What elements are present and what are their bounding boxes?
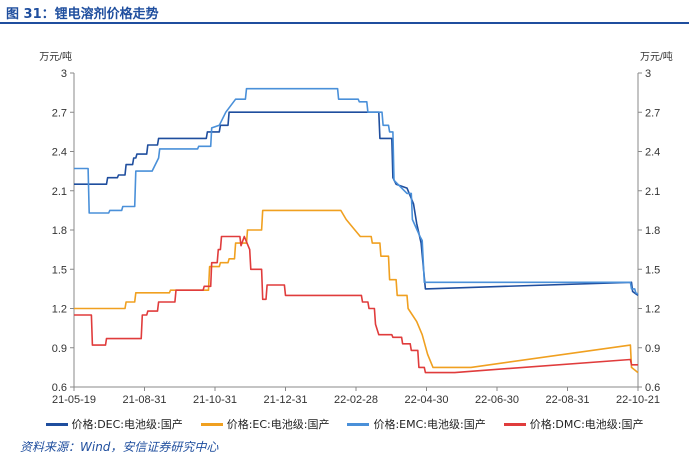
y-axis-label-left: 万元/吨 <box>39 50 72 63</box>
chart-legend: 价格:DEC:电池级:国产 价格:EC:电池级:国产 价格:EMC:电池级:国产 价格… <box>0 416 689 432</box>
legend-label: 价格:EMC:电池级:国产 <box>373 418 486 431</box>
legend-swatch <box>200 422 223 426</box>
legend-item: 价格:DEC:电池级:国产 <box>45 416 183 432</box>
legend-swatch <box>503 422 526 426</box>
x-tick-label: 22-06-30 <box>475 394 519 406</box>
y-tick-label-left: 1.5 <box>52 264 67 276</box>
y-tick-label-left: 1.8 <box>52 225 67 237</box>
x-tick-label: 21-10-31 <box>193 394 237 406</box>
price-chart: 0.6 0.6 0.9 0.9 1.2 1.2 1.5 1.5 1.8 1.8 2.1 2.1 2.4 2… <box>39 50 673 406</box>
figure-title: 图 31：锂电溶剂价格走势 <box>6 7 159 22</box>
legend-label: 价格:DMC:电池级:国产 <box>529 418 644 431</box>
y-tick-label-left: 1.2 <box>52 304 67 316</box>
y-tick-label-right: 3 <box>645 68 651 80</box>
legend-label: 价格:EC:电池级:国产 <box>226 418 330 431</box>
y-tick-label-right: 0.9 <box>645 343 660 355</box>
legend-swatch <box>45 422 68 426</box>
y-tick-label-left: 2.4 <box>52 147 67 159</box>
legend-swatch <box>347 422 370 426</box>
x-tick-label: 22-04-30 <box>404 394 448 406</box>
series-line-0 <box>74 111 639 297</box>
series-line-2 <box>74 87 639 295</box>
series-line-1 <box>74 209 639 374</box>
x-tick-label: 22-02-28 <box>334 394 378 406</box>
y-tick-label-left: 0.6 <box>52 382 67 394</box>
legend-item: 价格:EC:电池级:国产 <box>200 416 330 432</box>
y-tick-label-left: 0.9 <box>52 343 67 355</box>
series-line-3 <box>74 235 638 374</box>
y-tick-label-right: 2.1 <box>645 186 660 198</box>
y-tick-label-left: 2.1 <box>52 186 67 198</box>
y-tick-label-right: 1.2 <box>645 304 660 316</box>
y-tick-label-right: 1.5 <box>645 264 660 276</box>
y-tick-label-left: 2.7 <box>52 107 67 119</box>
y-tick-label-left: 3 <box>61 68 67 80</box>
legend-item: 价格:DMC:电池级:国产 <box>503 416 644 432</box>
x-tick-label: 22-10-21 <box>616 394 660 406</box>
legend-item: 价格:EMC:电池级:国产 <box>347 416 486 432</box>
y-tick-label-right: 2.4 <box>645 147 660 159</box>
figure-header: 图 31：锂电溶剂价格走势 <box>0 0 689 24</box>
x-tick-label: 21-05-19 <box>52 394 96 406</box>
legend-label: 价格:DEC:电池级:国产 <box>71 418 183 431</box>
source-note: 资料来源：Wind，安信证券研究中心 <box>20 440 219 454</box>
y-tick-label-right: 1.8 <box>645 225 660 237</box>
figure-title-rule <box>0 22 689 24</box>
x-tick-label: 21-08-31 <box>122 394 166 406</box>
y-axis-label-right: 万元/吨 <box>640 50 673 63</box>
y-tick-label-right: 2.7 <box>645 107 660 119</box>
x-tick-label: 22-08-31 <box>545 394 589 406</box>
y-tick-label-right: 0.6 <box>645 382 660 394</box>
x-tick-label: 21-12-31 <box>263 394 307 406</box>
